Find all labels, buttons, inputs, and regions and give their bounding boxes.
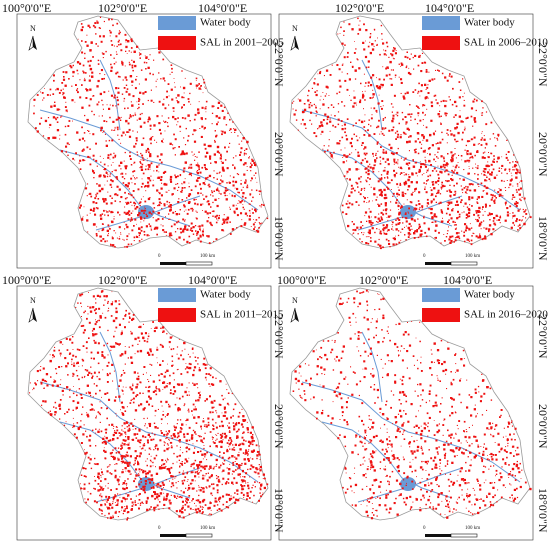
- legend-sal: SAL in 2011–2015: [158, 308, 284, 322]
- scale-bar: [160, 533, 213, 538]
- lon-label-102e: 102°0'0"E: [335, 1, 385, 15]
- lat-label-20n: 20°0'0"N: [536, 404, 550, 449]
- scale-start: 0: [423, 254, 426, 259]
- sal-swatch: [422, 36, 460, 50]
- sal-swatch: [158, 36, 196, 50]
- north-arrow-icon: [28, 35, 37, 51]
- north-arrow-icon: [290, 307, 299, 323]
- map-content: [289, 15, 532, 250]
- legend-sal: SAL in 2016–2020: [422, 308, 548, 322]
- map-panel-2001-2005: 100°0'0"E 102°0'0"E 104°0'0"E N 0 100 km…: [0, 0, 286, 272]
- sal-pixels: [29, 290, 269, 521]
- legend-sal: SAL in 2001–2005: [158, 36, 284, 50]
- north-letter: N: [292, 296, 298, 305]
- lon-label-100e: 100°0'0"E: [277, 273, 327, 287]
- map-svg: [16, 13, 272, 269]
- map-panel-2006-2010: 102°0'0"E 104°0'0"E N 0 100 km Water bod…: [275, 0, 550, 272]
- water-swatch: [158, 16, 196, 30]
- lat-label-22n: 22°0'0"N: [536, 42, 550, 87]
- map-svg: [278, 285, 534, 541]
- scale-start: 0: [423, 526, 426, 531]
- province-boundary: [27, 15, 269, 249]
- map-svg: [278, 13, 534, 269]
- river-3: [99, 59, 121, 131]
- map-content: [27, 287, 269, 521]
- map-frame: [278, 13, 534, 269]
- lon-label-102e: 102°0'0"E: [359, 273, 409, 287]
- lon-label-100e: 100°0'0"E: [2, 1, 52, 15]
- north-letter: N: [30, 24, 36, 33]
- scale-end: 100 km: [465, 526, 481, 531]
- scale-bar: [425, 261, 478, 266]
- sal-pixels: [291, 17, 532, 250]
- river-3: [361, 331, 383, 403]
- river-3: [361, 59, 383, 131]
- lake-water-body: [138, 205, 154, 219]
- map-content: [289, 287, 532, 521]
- legend-water: Water body: [422, 16, 515, 30]
- lon-label-104e: 104°0'0"E: [425, 1, 475, 15]
- map-svg: [16, 285, 272, 541]
- lat-label-18n: 18°0'0"N: [536, 488, 550, 533]
- scale-bar: [160, 261, 213, 266]
- north-letter: N: [30, 296, 36, 305]
- lon-label-104e: 104°0'0"E: [188, 273, 238, 287]
- water-swatch: [422, 16, 460, 30]
- river-1: [59, 149, 191, 227]
- river-3: [99, 331, 121, 403]
- lon-label-104e: 104°0'0"E: [198, 1, 248, 15]
- sal-pixels: [33, 16, 269, 248]
- map-frame: [278, 285, 534, 541]
- north-letter: N: [292, 24, 298, 33]
- map-content: [27, 15, 269, 249]
- north-arrow-icon: [28, 307, 37, 323]
- scale-end: 100 km: [465, 254, 481, 259]
- lon-label-104e: 104°0'0"E: [443, 273, 493, 287]
- legend-water: Water body: [158, 16, 251, 30]
- sal-swatch: [422, 308, 460, 322]
- sal-swatch: [158, 308, 196, 322]
- scale-end: 100 km: [200, 254, 216, 259]
- north-arrow-icon: [290, 35, 299, 51]
- lake-water-body: [400, 477, 416, 491]
- river-0: [39, 109, 259, 211]
- province-boundary: [289, 287, 531, 521]
- river-1: [321, 149, 453, 227]
- lat-label-20n: 20°0'0"N: [536, 132, 550, 177]
- river-0: [39, 381, 259, 483]
- lon-label-102e: 102°0'0"E: [98, 1, 148, 15]
- legend-water: Water body: [158, 288, 251, 302]
- scale-start: 0: [158, 254, 161, 259]
- lat-label-22n: 22°0'0"N: [536, 314, 550, 359]
- water-swatch: [158, 288, 196, 302]
- map-frame: [16, 13, 272, 269]
- water-swatch: [422, 288, 460, 302]
- scale-end: 100 km: [200, 526, 216, 531]
- lon-label-102e: 102°0'0"E: [98, 273, 148, 287]
- map-panel-2011-2015: 100°0'0"E 102°0'0"E 104°0'0"E N 0 100 km…: [0, 272, 286, 544]
- lat-label-18n: 18°0'0"N: [536, 216, 550, 261]
- river-2: [95, 467, 201, 503]
- sal-pixels: [292, 289, 532, 520]
- legend-sal: SAL in 2006–2010: [422, 36, 548, 50]
- scale-bar: [425, 533, 478, 538]
- map-panel-2016-2020: 100°0'0"E 102°0'0"E 104°0'0"E N 0 100 km…: [275, 272, 550, 544]
- map-frame: [16, 285, 272, 541]
- scale-start: 0: [158, 526, 161, 531]
- legend-water: Water body: [422, 288, 515, 302]
- lon-label-100e: 100°0'0"E: [2, 273, 52, 287]
